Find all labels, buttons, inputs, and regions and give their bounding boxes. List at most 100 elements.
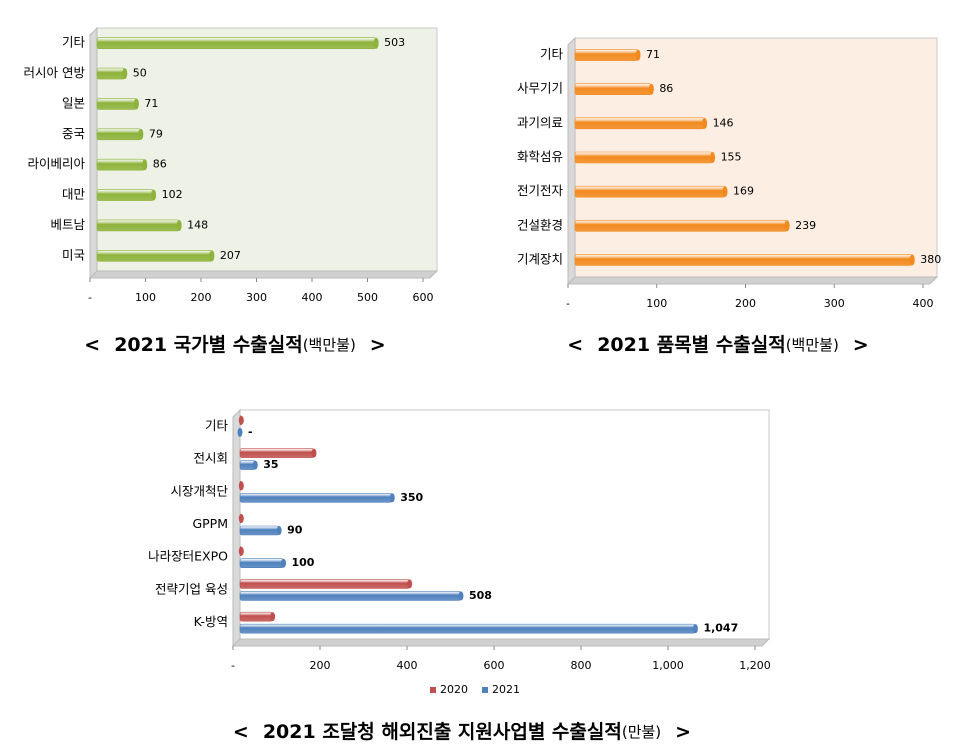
bar-end	[176, 219, 182, 231]
bar-end	[238, 481, 244, 491]
bar-end	[238, 415, 244, 425]
value-label: 380	[920, 253, 941, 266]
left-wall	[232, 408, 241, 648]
bar-end	[209, 250, 215, 262]
value-label: 86	[153, 158, 167, 171]
x-tick-label: -	[231, 659, 235, 672]
title-text: 2021 품목별 수출실적	[597, 334, 785, 356]
x-tick-label: 600	[413, 291, 434, 304]
bar-end	[648, 83, 654, 95]
floor	[88, 270, 439, 279]
bar-end	[252, 460, 258, 470]
bar	[239, 591, 462, 601]
x-tick-label: 100	[646, 297, 667, 310]
legend-label: 2021	[492, 683, 520, 696]
bar	[239, 492, 393, 503]
bar	[96, 128, 142, 141]
bar-end	[281, 558, 286, 568]
category-label: 기타	[540, 47, 564, 62]
title-suffix: >	[370, 334, 386, 356]
floor	[231, 638, 771, 647]
x-tick-label: 400	[302, 291, 323, 304]
value-label: 90	[287, 524, 303, 537]
bar	[574, 185, 726, 198]
value-label: 71	[144, 97, 158, 110]
chart-title: <2021 조달청 해외진출 지원사업별 수출실적(만불) >	[233, 721, 691, 743]
x-tick-label: 800	[571, 659, 592, 672]
value-label: 79	[149, 127, 163, 140]
x-tick-label: 300	[824, 297, 845, 310]
x-tick-label: 400	[397, 659, 418, 672]
bar	[574, 117, 705, 130]
title-prefix: <	[233, 721, 249, 743]
legend-swatch	[482, 687, 488, 693]
bar	[96, 158, 146, 171]
title-text: 2021 조달청 해외진출 지원사업별 수출실적	[263, 721, 622, 743]
bar-end	[237, 427, 243, 437]
bar-end	[722, 186, 728, 198]
category-label: 나라장터EXPO	[148, 549, 228, 564]
x-tick-label: 600	[484, 659, 505, 672]
value-label: 148	[187, 218, 208, 231]
value-label: 50	[133, 67, 147, 80]
category-label: 화학섬유	[517, 149, 563, 164]
bar-end	[635, 49, 641, 61]
bar-end	[142, 159, 148, 171]
category-label: 베트남	[50, 217, 85, 232]
category-label: 미국	[62, 247, 85, 262]
value-label: 503	[384, 36, 405, 49]
bar-end	[784, 220, 790, 232]
category-label: 대만	[62, 187, 86, 202]
category-label: 중국	[62, 126, 85, 141]
x-tick-label: 1,200	[739, 659, 771, 672]
bar-end	[138, 128, 144, 140]
x-tick-label: 100	[135, 291, 156, 304]
bar-end	[702, 117, 708, 129]
bar	[239, 623, 696, 634]
bar	[574, 151, 713, 164]
title-unit: (만불)	[622, 723, 661, 741]
category-label: 전기전자	[517, 183, 564, 198]
bar	[239, 448, 315, 458]
bar	[96, 250, 213, 262]
back-wall	[239, 409, 770, 640]
value-label: 35	[263, 458, 278, 471]
x-tick-label: 200	[735, 297, 756, 310]
category-label: K-방역	[194, 614, 228, 629]
category-label: 러시아 연방	[24, 65, 86, 80]
legend-label: 2020	[440, 683, 468, 696]
bar	[96, 219, 180, 232]
title-unit: (백만불)	[303, 336, 356, 354]
bar-end	[276, 526, 282, 535]
bar	[239, 579, 410, 589]
bar-end	[373, 37, 379, 49]
title-suffix: >	[675, 721, 691, 743]
bar-end	[133, 98, 139, 110]
title-unit: (백만불)	[786, 336, 839, 354]
bar	[574, 219, 788, 232]
floor	[566, 276, 939, 285]
title-suffix: >	[853, 334, 869, 356]
bar-end	[238, 514, 244, 523]
left-wall	[89, 26, 98, 280]
bar-end	[270, 612, 276, 622]
x-tick-label: 400	[913, 297, 934, 310]
category-label: 라이베리아	[27, 156, 85, 171]
value-label: 207	[220, 249, 241, 262]
bar	[574, 254, 913, 266]
bar-end	[311, 448, 317, 458]
value-label: 508	[469, 589, 492, 602]
category-label: 건설환경	[517, 217, 563, 232]
chart-title: <2021 품목별 수출실적(백만불) >	[567, 334, 868, 356]
bar-end	[151, 189, 157, 201]
bar-end	[458, 591, 464, 601]
bar-end	[710, 152, 716, 163]
category-label: 기타	[62, 35, 86, 50]
bar-end	[238, 546, 244, 556]
left-wall	[567, 36, 576, 286]
title-prefix: <	[84, 334, 100, 356]
bar	[239, 558, 284, 569]
x-tick-label: 200	[191, 291, 212, 304]
category-label: 일본	[62, 95, 85, 110]
value-label: -	[248, 425, 253, 438]
